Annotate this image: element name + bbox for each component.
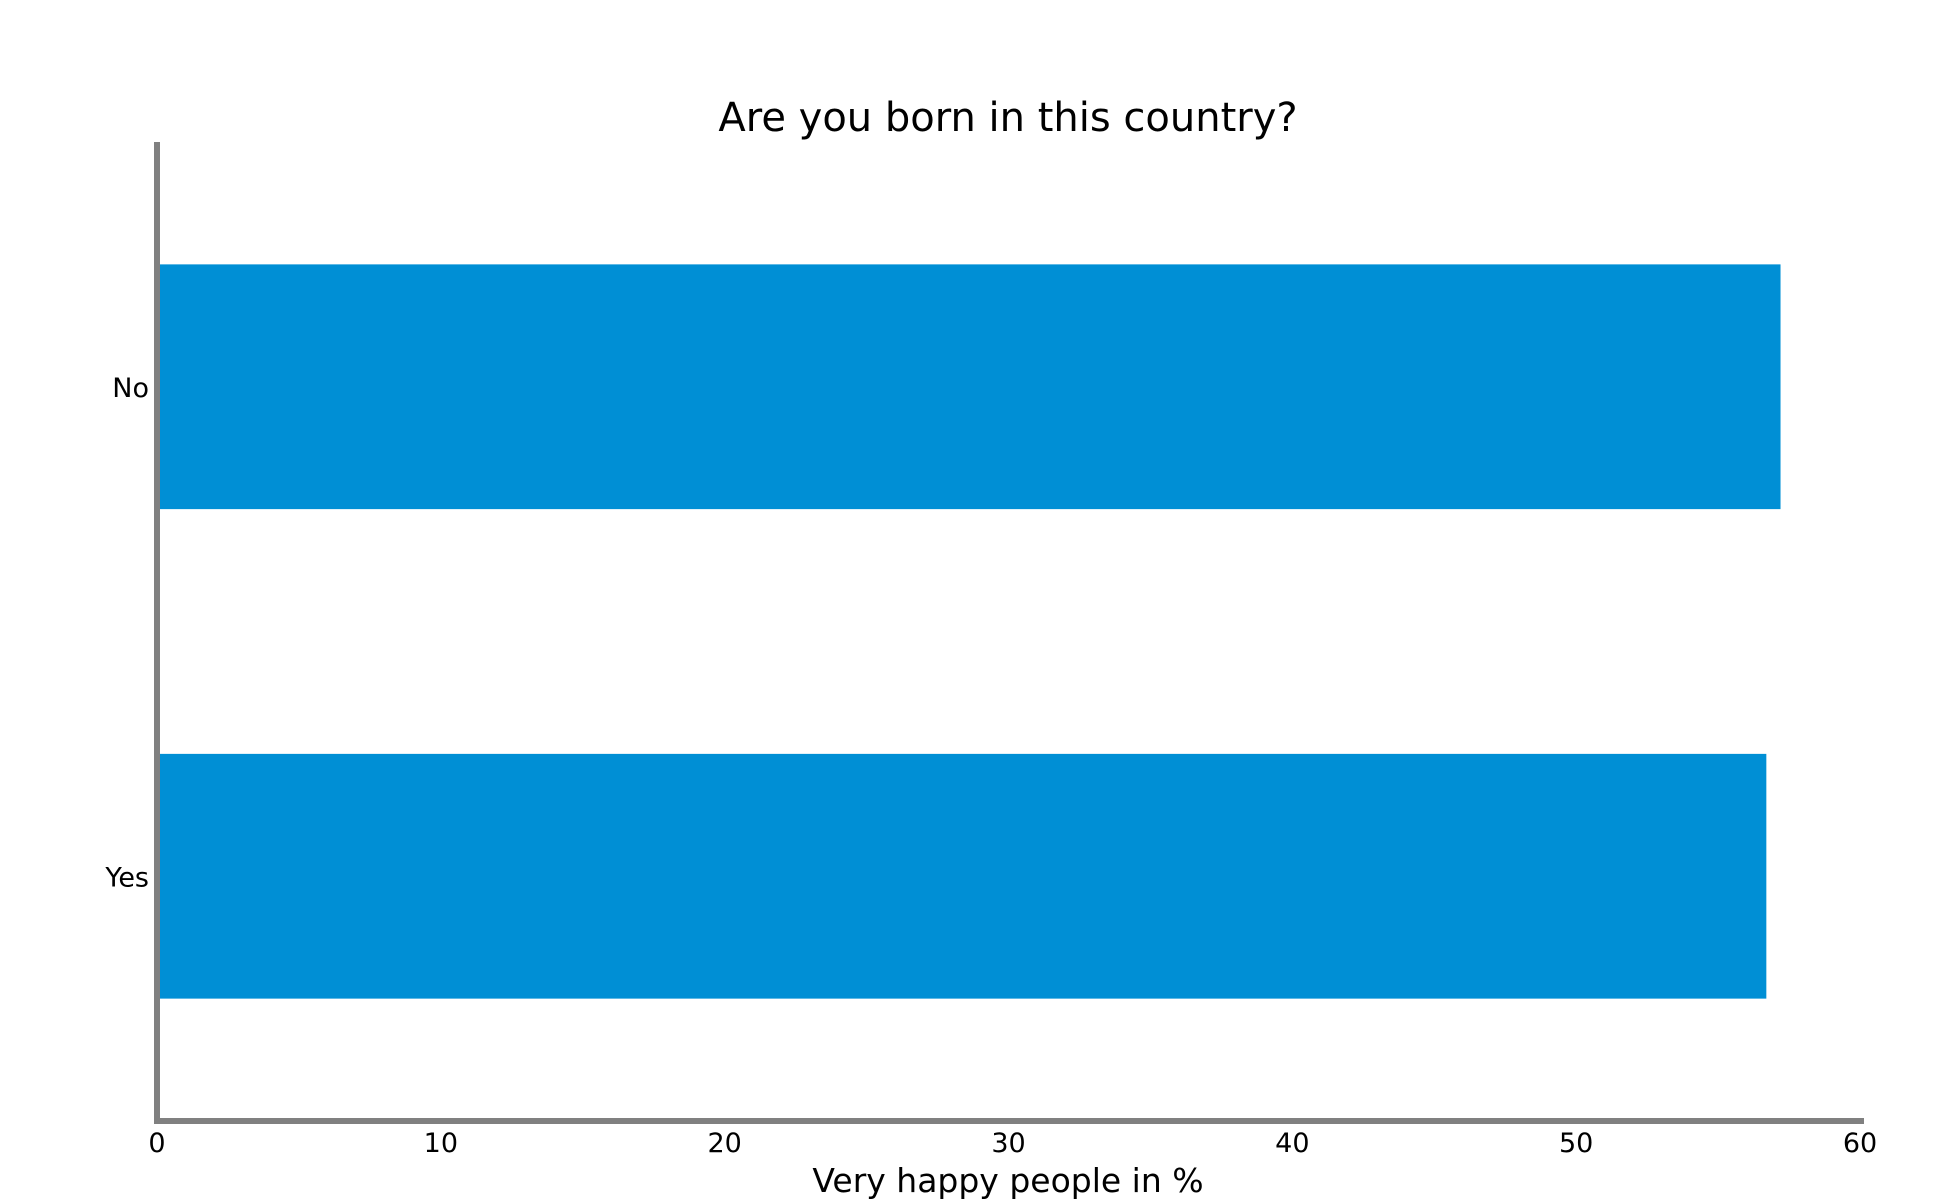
chart-title: Are you born in this country? [718,95,1297,141]
bar-no [157,264,1781,510]
x-tick-label: 40 [1275,1128,1309,1159]
y-tick-label: Yes [104,862,149,893]
x-tick-labels: 0 10 20 30 40 50 60 [148,1128,1877,1159]
x-tick-label: 0 [148,1128,165,1159]
x-tick-label: 20 [707,1128,741,1159]
y-tick-label: No [112,373,149,404]
y-tick-labels: No Yes [104,373,149,894]
bar-yes [157,753,1767,999]
x-tick-label: 10 [424,1128,458,1159]
x-tick-label: 30 [991,1128,1025,1159]
x-axis-title: Very happy people in % [812,1161,1203,1200]
x-tick-label: 60 [1843,1128,1877,1159]
x-tick-label: 50 [1559,1128,1593,1159]
bars-layer [157,264,1781,999]
